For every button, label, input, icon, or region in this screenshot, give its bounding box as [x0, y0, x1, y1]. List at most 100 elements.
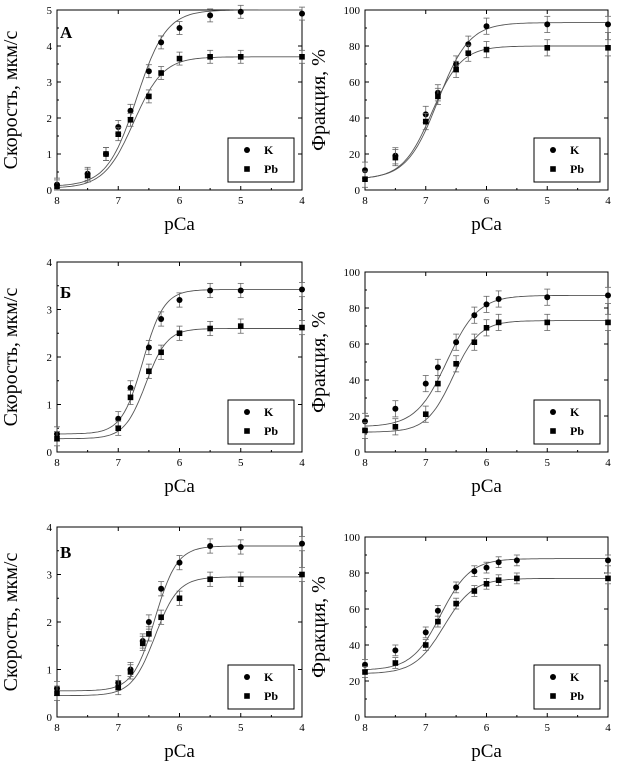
legend-label: K [264, 405, 274, 419]
y-tick-label: 3 [47, 570, 53, 582]
data-point [207, 287, 214, 294]
data-point [176, 55, 183, 62]
data-point [207, 543, 214, 549]
data-point [158, 39, 165, 46]
data-point [495, 559, 502, 566]
data-point [483, 23, 490, 30]
series-pb [362, 313, 611, 439]
y-tick-label: 0 [47, 712, 53, 724]
x-tick-label: 4 [299, 722, 305, 734]
x-tick-label: 5 [545, 457, 551, 469]
legend-marker-square [244, 166, 250, 172]
y-tick-label: 2 [47, 617, 53, 629]
data-point [392, 154, 399, 161]
data-point [158, 316, 165, 322]
data-point [115, 131, 122, 137]
data-point [237, 323, 244, 329]
data-point [299, 540, 305, 547]
y-tick-label: 2 [47, 352, 53, 364]
data-point [495, 319, 502, 326]
y-tick-label: 1 [47, 665, 53, 677]
data-point [176, 297, 183, 303]
x-tick-label: 4 [605, 722, 611, 734]
series-pb [362, 39, 611, 188]
y-tick-label: 3 [47, 77, 53, 89]
x-axis-title: pCa [471, 476, 502, 497]
series-pb [54, 49, 305, 191]
data-point [145, 344, 152, 351]
data-point [544, 319, 551, 326]
legend-label: K [264, 143, 274, 157]
legend: K Pb [533, 664, 601, 710]
y-tick-label: 40 [349, 640, 361, 652]
data-point [471, 312, 478, 319]
y-tick-label: 0 [355, 447, 361, 459]
data-point [207, 576, 213, 583]
x-tick-label: 5 [238, 195, 244, 207]
series-k [362, 554, 611, 671]
data-point [115, 415, 122, 422]
data-point [299, 286, 305, 293]
y-axis-title: Фракция, % [308, 311, 330, 413]
data-point [422, 642, 429, 648]
series-pb [362, 572, 611, 678]
data-point [299, 10, 305, 17]
legend-marker-circle [244, 409, 250, 415]
y-tick-label: 40 [349, 113, 361, 125]
x-tick-label: 7 [116, 457, 122, 469]
y-tick-label: 40 [349, 375, 361, 387]
data-point [605, 292, 611, 299]
x-tick-label: 4 [299, 457, 305, 469]
x-tick-label: 6 [177, 195, 183, 207]
series-k [54, 536, 305, 697]
panel-letter: А [60, 23, 73, 42]
y-tick-label: 80 [349, 303, 361, 315]
x-axis-title: pCa [164, 741, 195, 762]
legend: K Pb [533, 137, 601, 183]
data-point [435, 618, 441, 625]
x-tick-label: 6 [484, 457, 490, 469]
x-axis-title: pCa [471, 214, 502, 235]
data-point [158, 585, 165, 592]
data-point [158, 349, 164, 356]
x-tick-label: 8 [362, 195, 368, 207]
x-tick-label: 6 [484, 722, 490, 734]
data-point [207, 54, 213, 60]
data-point [422, 411, 429, 417]
panel-letter: Б [60, 283, 71, 302]
data-point [392, 660, 399, 666]
legend-label: K [570, 143, 580, 157]
data-point [207, 325, 213, 332]
data-point [465, 41, 472, 48]
y-axis-title: Фракция, % [308, 49, 330, 151]
x-tick-label: 5 [238, 457, 244, 469]
x-tick-label: 7 [116, 195, 122, 207]
x-tick-label: 8 [362, 722, 368, 734]
y-tick-label: 80 [349, 568, 361, 580]
data-point [237, 54, 244, 60]
legend-marker-square [244, 693, 250, 699]
x-axis-title: pCa [471, 741, 502, 762]
data-point [146, 631, 152, 637]
x-tick-label: 8 [54, 195, 60, 207]
x-tick-label: 4 [605, 195, 611, 207]
panel-letter: В [60, 543, 71, 562]
data-point [605, 319, 611, 326]
legend-label: K [570, 405, 580, 419]
data-point [513, 557, 520, 564]
fit-curve [56, 9, 302, 187]
legend: K Pb [227, 137, 295, 183]
y-tick-label: 80 [349, 41, 361, 53]
y-tick-label: 20 [349, 676, 361, 688]
y-axis-title: Скорость, мкм/с [0, 288, 22, 427]
data-point [453, 66, 459, 73]
data-point [103, 151, 109, 157]
legend-label: Pb [264, 162, 278, 176]
data-point [115, 425, 122, 432]
y-tick-label: 100 [344, 5, 361, 17]
data-point [483, 325, 490, 331]
legend-box [533, 664, 601, 710]
legend: K Pb [227, 399, 295, 445]
